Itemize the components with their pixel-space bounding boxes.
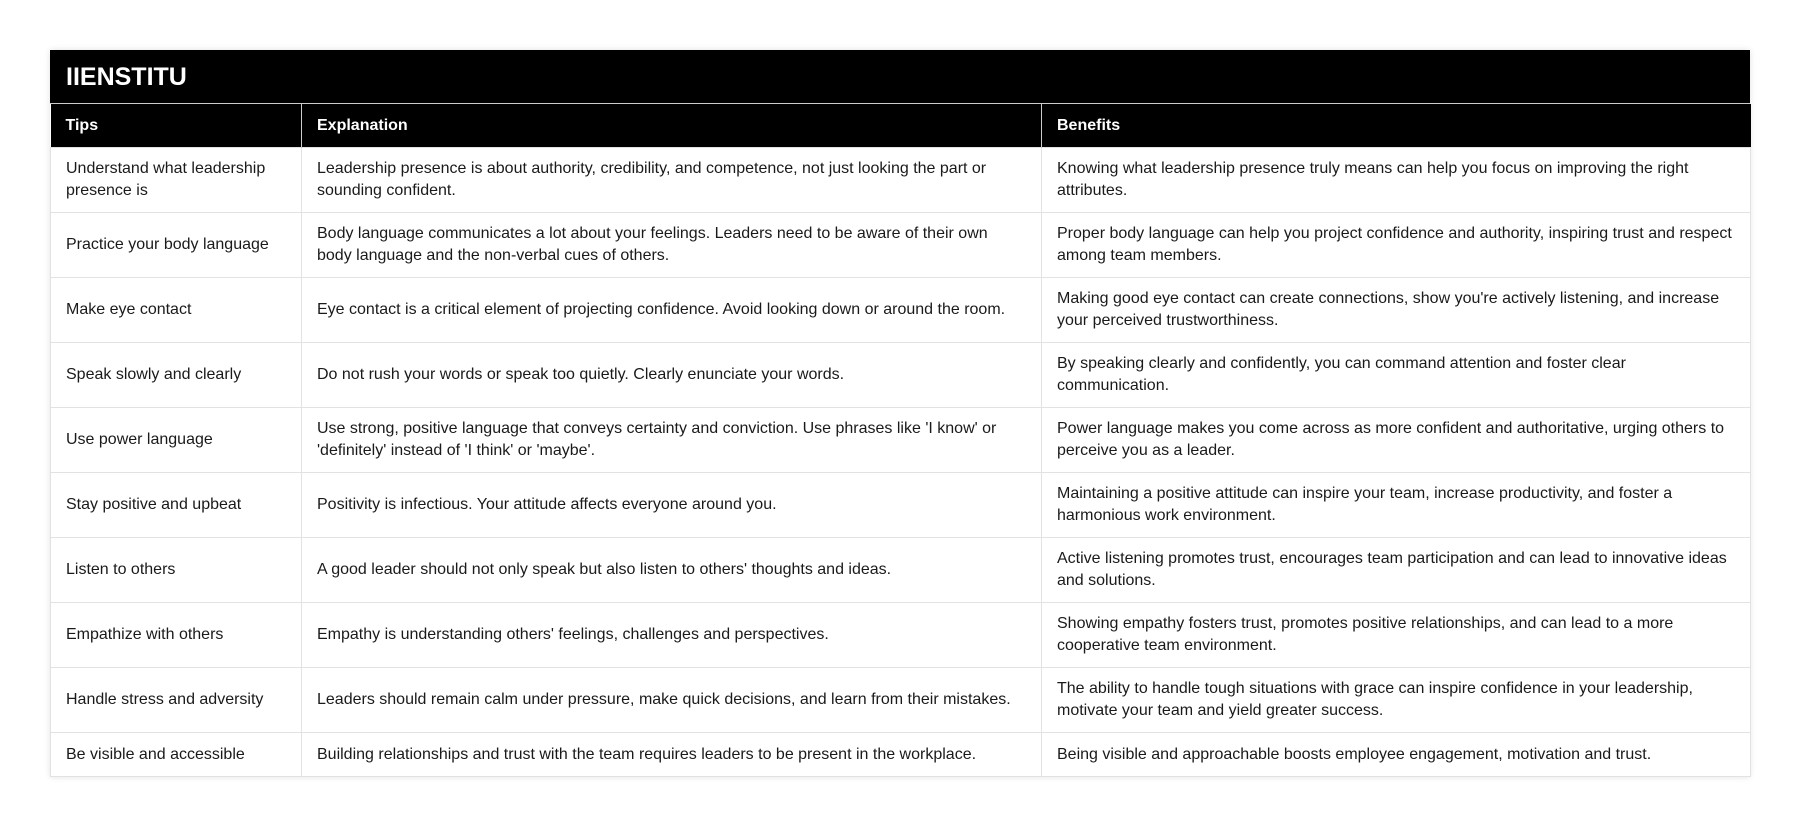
column-header-explanation: Explanation (301, 104, 1042, 148)
explanation-cell: Eye contact is a critical element of pro… (301, 277, 1042, 343)
tip-cell: Practice your body language (50, 212, 302, 278)
benefit-cell: Showing empathy fosters trust, promotes … (1041, 602, 1751, 668)
tip-cell: Speak slowly and clearly (50, 342, 302, 408)
explanation-cell: Leadership presence is about authority, … (301, 147, 1042, 213)
table-row: Be visible and accessible Building relati… (50, 732, 1751, 777)
table-row: Practice your body language Body language… (50, 212, 1751, 278)
explanation-cell: Use strong, positive language that conve… (301, 407, 1042, 473)
benefit-cell: Active listening promotes trust, encoura… (1041, 537, 1751, 603)
column-header-benefits: Benefits (1041, 104, 1751, 148)
tips-table-container: IIENSTITU Tips Explanation Benefits Unde… (50, 50, 1751, 777)
benefit-cell: Knowing what leadership presence truly m… (1041, 147, 1751, 213)
explanation-cell: Building relationships and trust with th… (301, 732, 1042, 777)
header-row: Tips Explanation Benefits (50, 104, 1751, 148)
tip-cell: Handle stress and adversity (50, 667, 302, 733)
tip-cell: Use power language (50, 407, 302, 473)
table-row: Use power language Use strong, positive l… (50, 407, 1751, 473)
table-row: Understand what leadership presence is Le… (50, 147, 1751, 213)
explanation-cell: Empathy is understanding others' feeling… (301, 602, 1042, 668)
tip-cell: Be visible and accessible (50, 732, 302, 777)
table-row: Stay positive and upbeat Positivity is in… (50, 472, 1751, 538)
tip-cell: Understand what leadership presence is (50, 147, 302, 213)
benefit-cell: Maintaining a positive attitude can insp… (1041, 472, 1751, 538)
table-row: Empathize with others Empathy is understa… (50, 602, 1751, 668)
table-row: Make eye contact Eye contact is a critica… (50, 277, 1751, 343)
table-row: Listen to others A good leader should not… (50, 537, 1751, 603)
explanation-cell: Positivity is infectious. Your attitude … (301, 472, 1042, 538)
tips-table: Tips Explanation Benefits Understand wha… (50, 104, 1751, 777)
benefit-cell: Being visible and approachable boosts em… (1041, 732, 1751, 777)
benefit-cell: The ability to handle tough situations w… (1041, 667, 1751, 733)
benefit-cell: By speaking clearly and confidently, you… (1041, 342, 1751, 408)
explanation-cell: A good leader should not only speak but … (301, 537, 1042, 603)
tip-cell: Make eye contact (50, 277, 302, 343)
benefit-cell: Power language makes you come across as … (1041, 407, 1751, 473)
explanation-cell: Leaders should remain calm under pressur… (301, 667, 1042, 733)
column-header-tips: Tips (50, 104, 302, 148)
table-row: Handle stress and adversity Leaders shoul… (50, 667, 1751, 733)
table-title: IIENSTITU (50, 50, 1750, 104)
explanation-cell: Body language communicates a lot about y… (301, 212, 1042, 278)
table-row: Speak slowly and clearly Do not rush your… (50, 342, 1751, 408)
explanation-cell: Do not rush your words or speak too quie… (301, 342, 1042, 408)
benefit-cell: Making good eye contact can create conne… (1041, 277, 1751, 343)
tip-cell: Stay positive and upbeat (50, 472, 302, 538)
tip-cell: Empathize with others (50, 602, 302, 668)
benefit-cell: Proper body language can help you projec… (1041, 212, 1751, 278)
tip-cell: Listen to others (50, 537, 302, 603)
